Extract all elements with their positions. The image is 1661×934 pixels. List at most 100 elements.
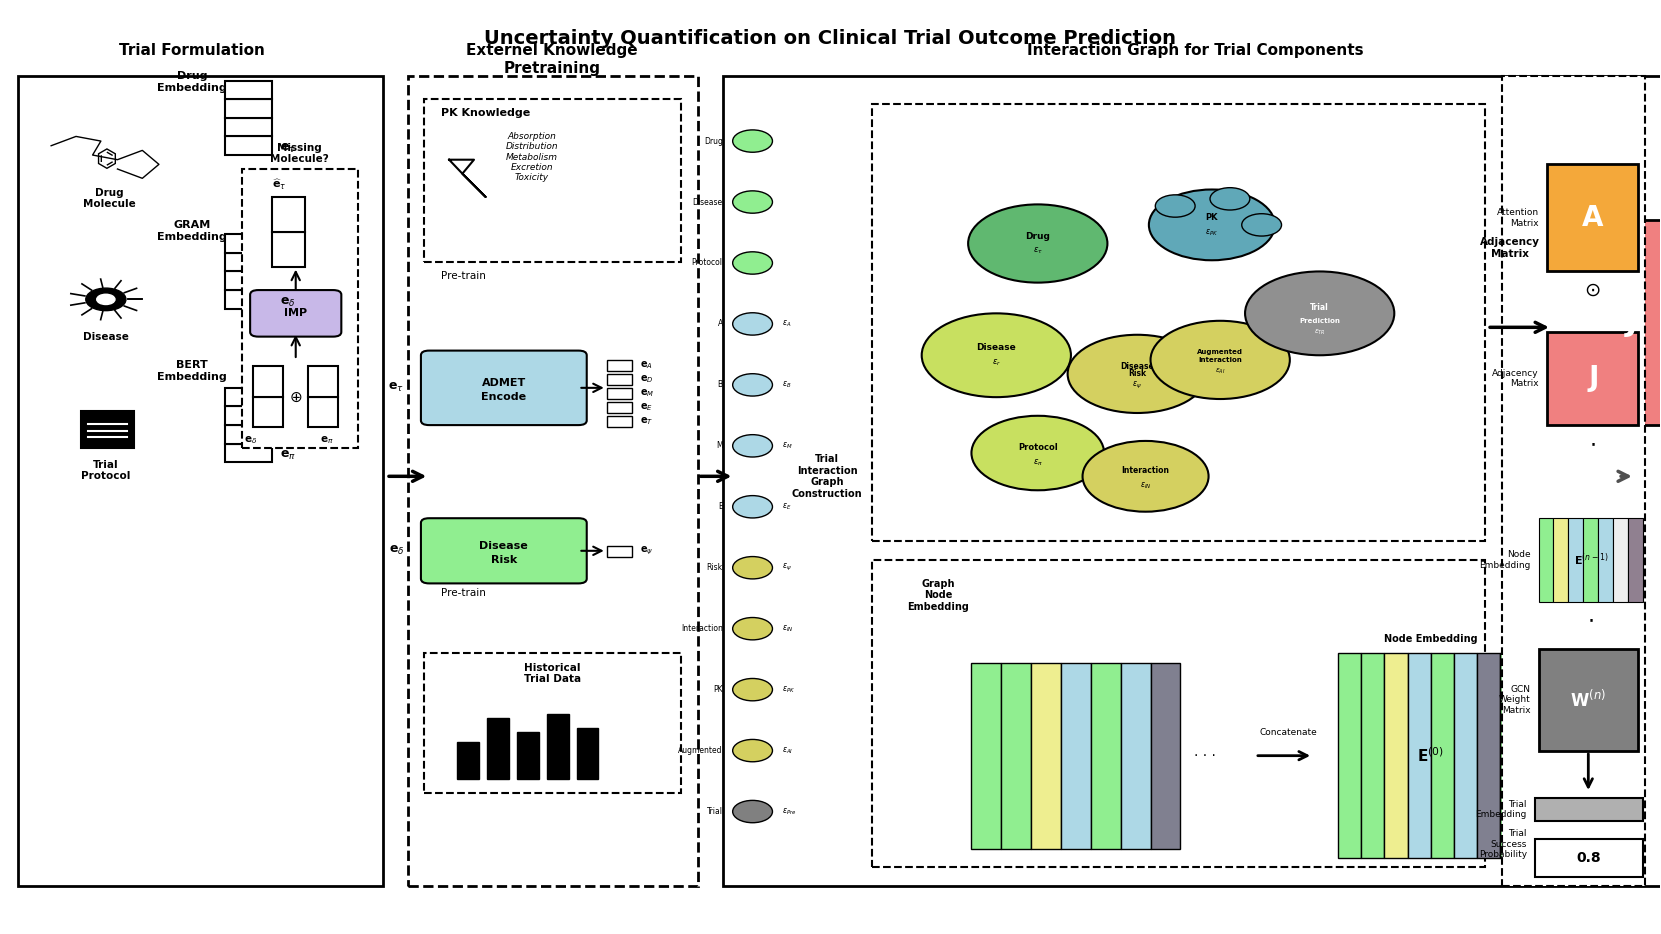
Circle shape [733,740,772,762]
Text: $\cdot$: $\cdot$ [1588,611,1595,630]
Text: A: A [718,319,723,329]
Text: Pre-train: Pre-train [440,272,485,281]
Text: PK: PK [1206,213,1218,222]
Text: $\mathbf{E}^{(0)}$: $\mathbf{E}^{(0)}$ [1417,746,1443,765]
FancyBboxPatch shape [1407,653,1430,858]
Text: · · ·: · · · [1194,749,1216,763]
Text: Disease: Disease [83,332,130,342]
FancyBboxPatch shape [254,366,284,397]
FancyBboxPatch shape [606,374,631,385]
FancyBboxPatch shape [1502,76,1644,886]
Text: $\mathbf{e}_\delta$: $\mathbf{e}_\delta$ [281,295,296,309]
FancyBboxPatch shape [1151,662,1181,849]
Text: $\mathbf{J}$: $\mathbf{J}$ [1586,363,1598,394]
Text: $\epsilon_E$: $\epsilon_E$ [782,502,792,512]
Circle shape [733,678,772,700]
FancyBboxPatch shape [309,397,337,427]
Circle shape [968,205,1108,283]
Text: $\mathbf{e}_\delta$: $\mathbf{e}_\delta$ [389,545,404,558]
Text: Protocol: Protocol [691,259,723,267]
FancyBboxPatch shape [1430,653,1453,858]
Text: IMP: IMP [284,308,307,318]
Circle shape [972,416,1105,490]
FancyBboxPatch shape [546,714,568,779]
Text: $\mathbf{e}_\tau$: $\mathbf{e}_\tau$ [389,381,404,394]
Text: Uncertainty Quantification on Clinical Trial Outcome Prediction: Uncertainty Quantification on Clinical T… [485,29,1176,49]
FancyBboxPatch shape [1477,653,1500,858]
Text: Node Embedding: Node Embedding [1384,634,1478,644]
FancyBboxPatch shape [272,232,306,267]
Text: Trial: Trial [706,807,723,816]
FancyBboxPatch shape [251,290,341,336]
Text: Interaction: Interaction [1198,357,1242,363]
FancyBboxPatch shape [226,444,272,462]
Circle shape [1209,188,1249,210]
Text: Encode: Encode [482,392,527,403]
FancyBboxPatch shape [1121,662,1151,849]
FancyBboxPatch shape [226,272,272,290]
Text: $\epsilon_{IN}$: $\epsilon_{IN}$ [782,623,794,634]
Text: Risk: Risk [490,555,517,565]
Circle shape [1156,195,1196,218]
FancyBboxPatch shape [1535,840,1643,877]
Circle shape [733,496,772,518]
Circle shape [733,130,772,152]
FancyBboxPatch shape [226,118,272,136]
Circle shape [1068,334,1208,413]
Text: $\epsilon_\psi$: $\epsilon_\psi$ [1133,379,1143,390]
Text: Attention
Matrix: Attention Matrix [1497,208,1538,228]
Text: M: M [716,442,723,450]
Text: Node
Embedding: Node Embedding [1478,550,1530,570]
Text: $\odot$: $\odot$ [1585,280,1601,300]
Text: Concatenate: Concatenate [1259,729,1317,737]
Text: $\mathbf{e}_\pi$: $\mathbf{e}_\pi$ [319,434,334,446]
FancyBboxPatch shape [1568,518,1583,602]
Text: ADMET: ADMET [482,378,527,389]
Circle shape [733,617,772,640]
FancyBboxPatch shape [226,80,272,99]
FancyBboxPatch shape [1337,653,1360,858]
FancyBboxPatch shape [872,560,1485,868]
FancyBboxPatch shape [1546,332,1638,425]
FancyBboxPatch shape [872,104,1485,542]
FancyBboxPatch shape [1500,653,1523,858]
FancyBboxPatch shape [606,388,631,399]
Text: $\mathbf{e}_M$: $\mathbf{e}_M$ [639,388,654,400]
FancyBboxPatch shape [1598,518,1613,602]
FancyBboxPatch shape [1613,518,1628,602]
Text: Drug
Molecule: Drug Molecule [83,188,136,209]
Text: PK Knowledge: PK Knowledge [440,108,530,119]
Text: $\mathbf{e}_\delta$: $\mathbf{e}_\delta$ [244,434,257,446]
Circle shape [96,294,115,304]
Text: Interaction Graph for Trial Components: Interaction Graph for Trial Components [1026,43,1364,58]
Text: GCN
Weight
Matrix: GCN Weight Matrix [1498,685,1530,715]
Text: Absorption
Distribution
Metabolism
Excretion
Toxicity: Absorption Distribution Metabolism Excre… [505,132,558,182]
FancyBboxPatch shape [272,197,306,232]
Circle shape [1149,190,1276,261]
Text: Disease: Disease [480,541,528,551]
FancyBboxPatch shape [18,76,382,886]
Text: $\mathbf{e}_\tau$: $\mathbf{e}_\tau$ [281,142,296,155]
Text: GRAM
Embedding: GRAM Embedding [158,220,228,242]
FancyBboxPatch shape [723,76,1661,886]
Text: Interaction: Interaction [681,624,723,633]
FancyBboxPatch shape [254,397,284,427]
Text: $\widehat{\mathbf{e}}_\tau$: $\widehat{\mathbf{e}}_\tau$ [272,177,286,192]
Text: $\mathbf{E}^{(n-1)}$: $\mathbf{E}^{(n-1)}$ [1573,552,1608,569]
FancyBboxPatch shape [606,360,631,371]
Text: $\mathbf{e}_\pi$: $\mathbf{e}_\pi$ [281,449,296,462]
FancyBboxPatch shape [1553,518,1568,602]
FancyBboxPatch shape [407,76,698,886]
FancyBboxPatch shape [424,99,681,262]
Circle shape [922,313,1071,397]
Text: Adjacency
Matrix: Adjacency Matrix [1480,237,1540,259]
Text: $\epsilon_\pi$: $\epsilon_\pi$ [1033,457,1043,468]
Text: B: B [718,380,723,389]
Text: 0.8: 0.8 [1576,851,1601,865]
Text: E: E [718,502,723,511]
Text: $\oplus$: $\oplus$ [289,389,302,404]
Text: BERT
Embedding: BERT Embedding [158,360,228,381]
FancyBboxPatch shape [606,416,631,427]
Text: $\epsilon_{AI}$: $\epsilon_{AI}$ [782,745,794,756]
Text: Drug: Drug [1025,232,1050,241]
